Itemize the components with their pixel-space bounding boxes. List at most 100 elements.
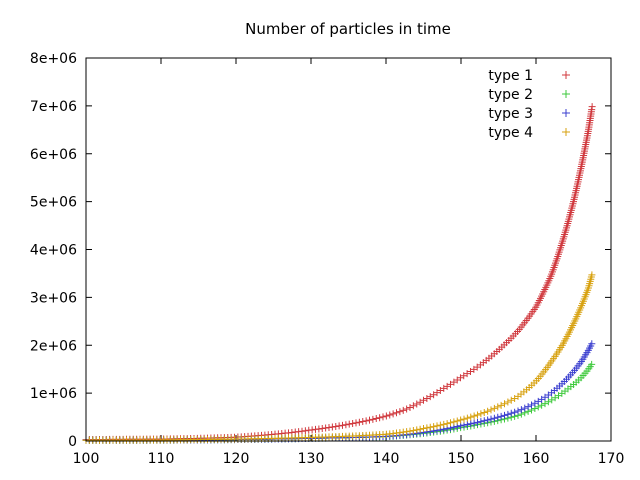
y-tick-label: 1e+06	[30, 386, 77, 402]
data-point	[426, 423, 434, 431]
data-point	[345, 420, 353, 428]
data-point	[480, 409, 488, 417]
data-point	[372, 415, 380, 423]
data-point	[474, 411, 481, 419]
x-tick-label: 120	[223, 451, 250, 467]
plot-frame	[85, 57, 612, 442]
data-point	[389, 410, 397, 418]
data-point	[409, 426, 417, 434]
legend-marker	[562, 109, 570, 117]
data-point	[423, 395, 431, 403]
x-tick-label: 110	[148, 451, 175, 467]
data-point	[403, 405, 411, 413]
legend-label: type 3	[488, 106, 533, 122]
data-point	[362, 417, 370, 425]
y-tick-label: 5e+06	[30, 195, 77, 211]
data-point	[477, 418, 485, 426]
data-point	[514, 407, 522, 415]
y-tick-label: 7e+06	[30, 99, 77, 115]
legend-marker	[562, 71, 570, 79]
data-point	[436, 421, 444, 429]
data-point	[487, 415, 495, 423]
legend: type 1 type 2 type 3 type 4	[488, 68, 570, 141]
data-point	[484, 416, 492, 424]
axis-ticks: 100 110 120 130 140 150 160 170 0 1e+06 2e+06 3e+06…	[30, 51, 624, 467]
data-point	[369, 415, 377, 423]
data-point	[467, 413, 475, 421]
data-point	[588, 360, 596, 368]
x-tick-label: 160	[523, 451, 550, 467]
data-point	[463, 414, 471, 422]
data-point	[366, 416, 373, 424]
data-point	[440, 420, 448, 428]
data-point	[328, 423, 336, 431]
data-point	[521, 404, 529, 412]
y-tick-label: 8e+06	[30, 51, 77, 67]
data-point	[450, 418, 458, 426]
data-point	[332, 422, 340, 430]
data-point	[477, 410, 485, 418]
series-4-points	[82, 271, 596, 444]
data-point	[541, 400, 549, 408]
data-point	[420, 396, 427, 404]
data-point	[339, 421, 346, 429]
data-point	[501, 411, 508, 419]
data-point	[403, 428, 411, 436]
data-point	[406, 427, 414, 435]
data-point	[480, 417, 488, 425]
legend-label: type 1	[488, 68, 533, 84]
data-point	[490, 414, 498, 422]
data-point	[335, 422, 343, 430]
y-tick-label: 3e+06	[30, 290, 77, 306]
y-tick-label: 0	[68, 434, 77, 450]
data-point	[460, 415, 468, 423]
data-point	[342, 421, 350, 429]
chart-title: Number of particles in time	[245, 20, 451, 38]
legend-marker	[562, 128, 570, 136]
data-point	[511, 408, 519, 416]
data-point	[470, 412, 478, 420]
data-point	[416, 425, 424, 433]
data-point	[376, 414, 384, 422]
data-point	[504, 410, 512, 418]
data-point	[544, 398, 552, 406]
data-point	[463, 420, 471, 428]
data-point	[406, 403, 414, 411]
data-point	[474, 418, 481, 426]
data-point	[528, 401, 535, 409]
data-point	[588, 103, 596, 111]
data-point	[359, 418, 367, 426]
series-2-points	[82, 360, 596, 444]
data-point	[453, 417, 461, 425]
data-point	[497, 412, 505, 420]
y-tick-label: 2e+06	[30, 338, 77, 354]
data-point	[504, 398, 512, 406]
series-1-points	[82, 103, 596, 444]
data-point	[355, 418, 363, 426]
data-point	[484, 407, 492, 415]
legend-label: type 2	[488, 87, 533, 103]
data-point	[524, 403, 532, 411]
x-tick-label: 140	[373, 451, 400, 467]
x-tick-label: 150	[448, 451, 475, 467]
data-point	[386, 411, 394, 419]
data-point	[379, 413, 387, 421]
data-point	[393, 409, 400, 417]
data-point	[409, 402, 417, 410]
data-point	[531, 399, 539, 407]
data-point	[517, 406, 525, 414]
data-point	[325, 424, 333, 432]
x-tick-label: 170	[598, 451, 625, 467]
data-point	[467, 420, 475, 428]
data-point	[420, 425, 427, 433]
data-point	[494, 413, 502, 421]
data-point	[413, 400, 421, 408]
data-point	[507, 396, 515, 404]
x-tick-label: 100	[73, 451, 100, 467]
data-point	[460, 421, 468, 429]
data-point	[399, 428, 407, 436]
legend-marker	[562, 90, 570, 98]
data-point	[501, 400, 508, 408]
data-point	[416, 398, 424, 406]
